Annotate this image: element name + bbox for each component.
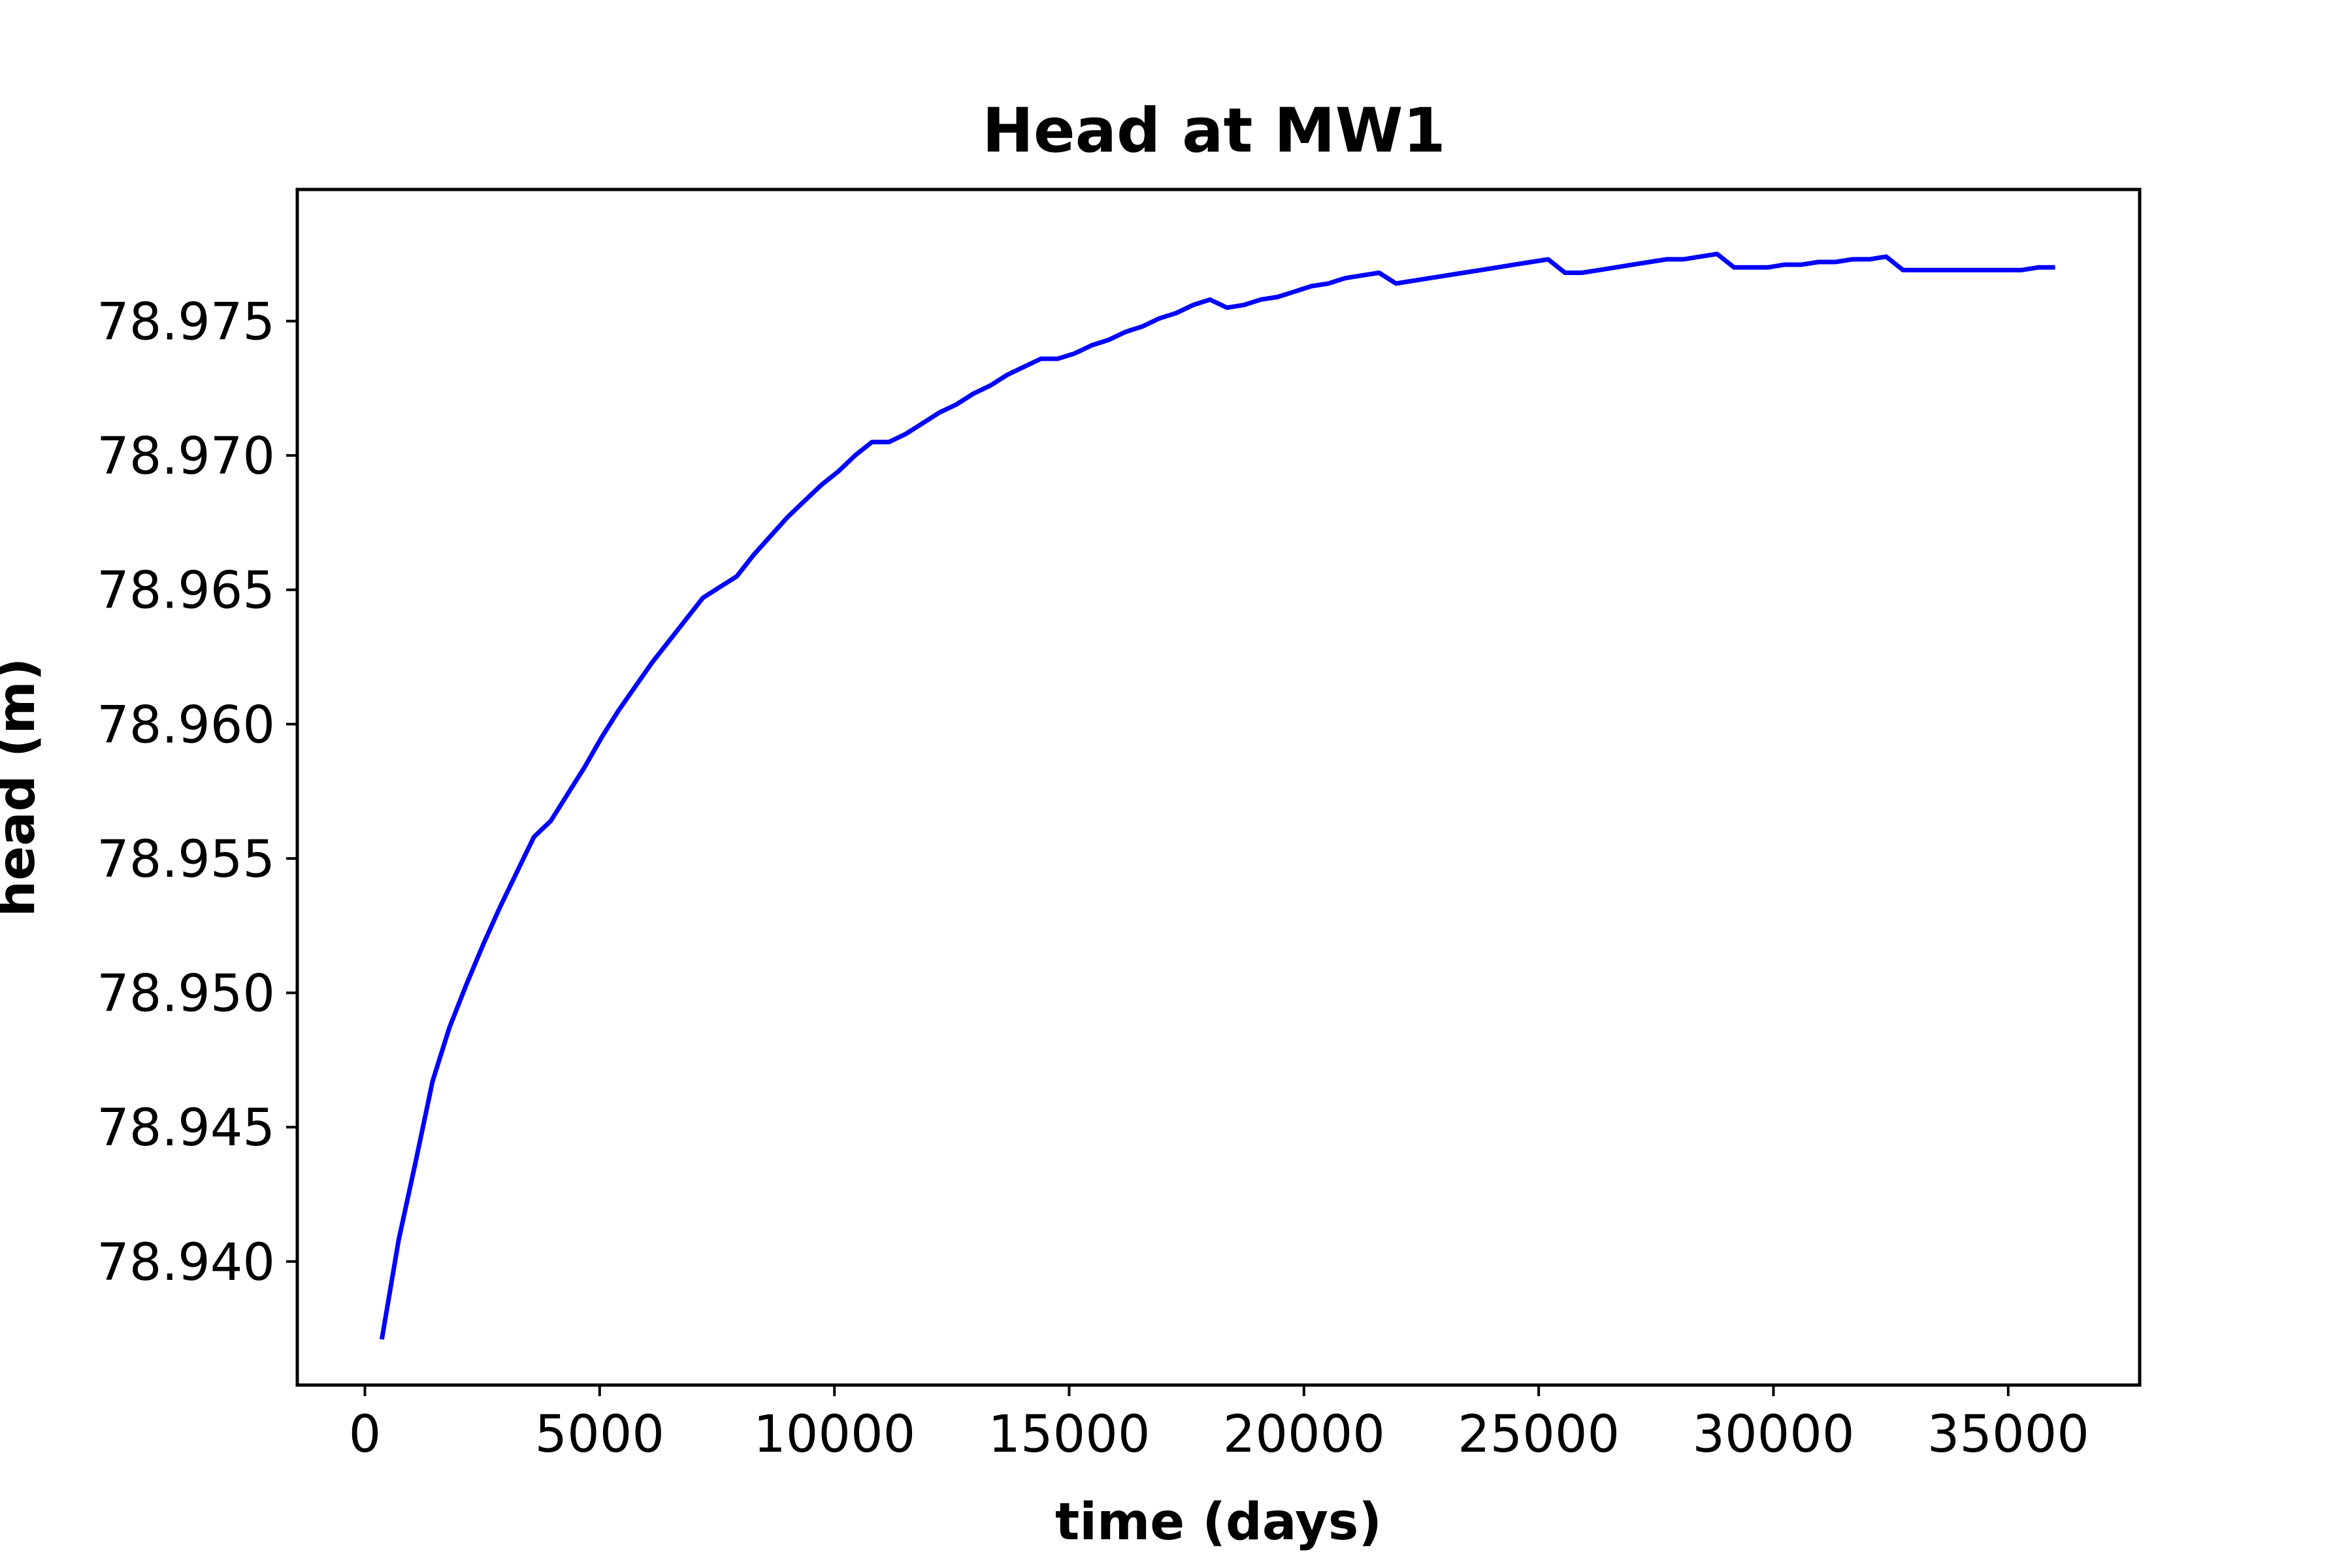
head-line bbox=[379, 252, 2055, 1340]
y-axis-title: head (m) bbox=[0, 658, 46, 917]
y-tick-label: 78.970 bbox=[97, 427, 275, 486]
plot-frame bbox=[295, 188, 2142, 1387]
x-tick-label: 20000 bbox=[1223, 1405, 1385, 1464]
y-tick-label: 78.975 bbox=[97, 293, 275, 352]
y-tick-label: 78.965 bbox=[97, 562, 275, 621]
x-axis: 0 5000 10000 15000 20000 25000 30000 35000 bbox=[349, 1385, 2089, 1464]
x-tick-label: 0 bbox=[349, 1405, 382, 1464]
x-tick-label: 10000 bbox=[753, 1405, 915, 1464]
y-tick-label: 78.950 bbox=[97, 965, 275, 1024]
y-tick-label: 78.940 bbox=[97, 1233, 275, 1292]
x-tick-label: 30000 bbox=[1692, 1405, 1854, 1464]
y-axis: 78.940 78.945 78.950 78.955 78.960 78.965 78.9… bbox=[97, 293, 297, 1292]
x-tick-label: 15000 bbox=[988, 1405, 1150, 1464]
x-tick-label: 25000 bbox=[1458, 1405, 1620, 1464]
x-axis-title: time (days) bbox=[1055, 1493, 1382, 1552]
x-tick-label: 35000 bbox=[1927, 1405, 2089, 1464]
x-tick-label: 5000 bbox=[535, 1405, 665, 1464]
y-tick-label: 78.960 bbox=[97, 696, 275, 755]
y-tick-label: 78.945 bbox=[97, 1099, 275, 1158]
y-tick-label: 78.955 bbox=[97, 830, 275, 889]
chart-title: Head at MW1 bbox=[982, 95, 1446, 167]
